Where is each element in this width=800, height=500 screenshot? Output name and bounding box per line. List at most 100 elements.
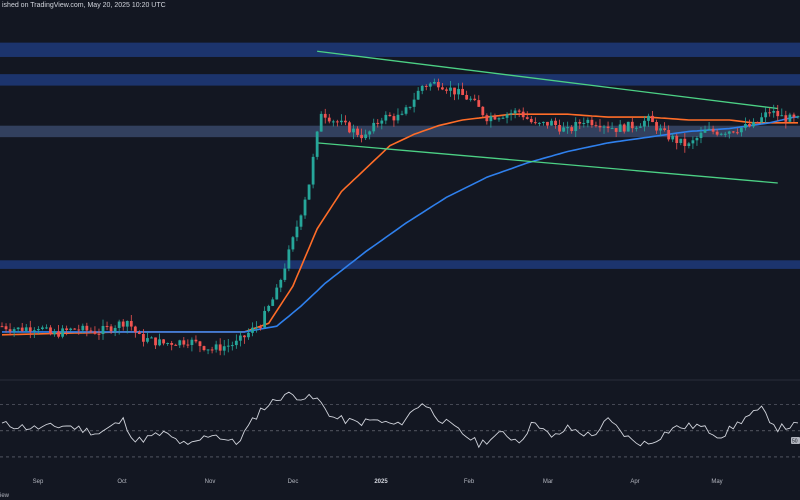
candle-body-59 — [238, 335, 242, 341]
candle-body-191 — [772, 110, 776, 113]
candle-body-90 — [364, 134, 368, 139]
candle-body-62 — [251, 327, 254, 333]
candle-body-43 — [174, 344, 178, 346]
candle-body-27 — [109, 326, 113, 332]
candle-body-69 — [279, 279, 283, 288]
candle-body-130 — [525, 117, 529, 119]
candle-body-72 — [291, 237, 295, 250]
candle-body-61 — [247, 332, 250, 338]
candle-body-71 — [287, 249, 291, 269]
trendline-0 — [317, 50, 778, 110]
time-axis: Sep Oct Nov Dec 2025 Feb Mar Apr May — [33, 479, 723, 485]
zone-3 — [0, 260, 800, 269]
candles — [0, 78, 800, 356]
candle-body-102 — [412, 99, 416, 107]
candle-body-23 — [93, 331, 97, 334]
candle-body-13 — [53, 331, 56, 335]
candle-body-39 — [158, 339, 161, 346]
candle-body-97 — [392, 116, 396, 121]
candle-body-148 — [598, 125, 602, 128]
candle-body-170 — [687, 143, 691, 147]
candle-body-149 — [602, 126, 606, 128]
candle-body-123 — [497, 118, 501, 120]
candle-body-189 — [764, 112, 768, 118]
candle-body-125 — [505, 114, 509, 118]
candle-body-184 — [744, 124, 747, 128]
candle-body-84 — [339, 120, 343, 123]
candle-body-91 — [368, 131, 372, 135]
candle-body-119 — [481, 106, 485, 116]
candle-body-122 — [493, 116, 497, 120]
candle-body-166 — [671, 135, 675, 140]
candle-body-18 — [73, 328, 77, 330]
candle-body-21 — [85, 325, 89, 331]
candle-body-3 — [12, 329, 16, 332]
candle-body-132 — [533, 122, 537, 124]
candle-body-135 — [546, 121, 549, 126]
candle-body-111 — [449, 87, 452, 91]
candle-body-139 — [562, 127, 566, 132]
candle-body-32 — [129, 320, 133, 327]
candle-body-101 — [408, 106, 412, 108]
candle-body-4 — [16, 327, 20, 330]
candle-body-169 — [683, 138, 687, 147]
candle-body-109 — [441, 87, 444, 90]
candle-body-117 — [473, 98, 477, 101]
x-tick-4: 2025 — [374, 479, 388, 485]
candle-body-151 — [610, 128, 614, 130]
candle-body-64 — [259, 327, 262, 329]
candle-body-53 — [214, 344, 218, 350]
candle-body-9 — [36, 329, 40, 331]
x-tick-7: Apr — [630, 479, 639, 485]
candle-body-75 — [303, 199, 307, 216]
candle-body-38 — [154, 337, 157, 346]
candle-body-22 — [89, 330, 93, 332]
candle-body-46 — [186, 344, 190, 346]
candle-body-165 — [667, 129, 671, 140]
candle-body-0 — [0, 326, 4, 328]
candle-body-26 — [105, 325, 109, 327]
candle-body-172 — [695, 138, 699, 141]
x-tick-2: Nov — [205, 479, 216, 485]
candle-body-88 — [356, 128, 359, 135]
candle-body-108 — [436, 81, 440, 88]
trendline-1 — [317, 142, 778, 184]
candle-body-162 — [655, 122, 658, 131]
rsi-value-badge: 50 — [791, 437, 800, 445]
candle-body-99 — [400, 113, 404, 115]
candle-body-138 — [558, 125, 561, 132]
candle-body-36 — [146, 338, 149, 342]
candle-body-70 — [283, 268, 287, 280]
candle-body-136 — [550, 120, 553, 126]
candle-body-147 — [594, 125, 598, 127]
candle-body-77 — [311, 156, 315, 185]
candle-body-145 — [586, 119, 590, 123]
candle-body-118 — [477, 100, 481, 107]
candle-body-73 — [295, 226, 299, 238]
candle-body-100 — [404, 107, 408, 114]
candle-body-45 — [182, 340, 186, 345]
candle-body-121 — [489, 116, 493, 122]
candle-body-197 — [796, 116, 800, 118]
candle-body-67 — [271, 299, 275, 306]
candle-body-98 — [396, 114, 400, 121]
candle-body-48 — [194, 339, 198, 342]
candle-body-52 — [210, 349, 214, 351]
candle-body-68 — [275, 287, 279, 300]
candle-body-185 — [748, 124, 751, 127]
candle-body-176 — [711, 128, 715, 132]
candle-body-94 — [380, 120, 384, 124]
candle-body-7 — [28, 327, 32, 332]
candle-body-57 — [230, 345, 234, 347]
candle-body-113 — [457, 88, 460, 95]
candle-body-144 — [582, 122, 586, 124]
rsi-line — [1, 391, 799, 449]
candle-body-156 — [630, 121, 634, 129]
candle-body-140 — [566, 127, 570, 129]
candle-body-25 — [101, 325, 105, 335]
candle-body-106 — [428, 83, 432, 87]
x-tick-3: Dec — [288, 479, 299, 485]
candle-body-34 — [137, 332, 141, 335]
moving-averages — [1, 113, 798, 336]
